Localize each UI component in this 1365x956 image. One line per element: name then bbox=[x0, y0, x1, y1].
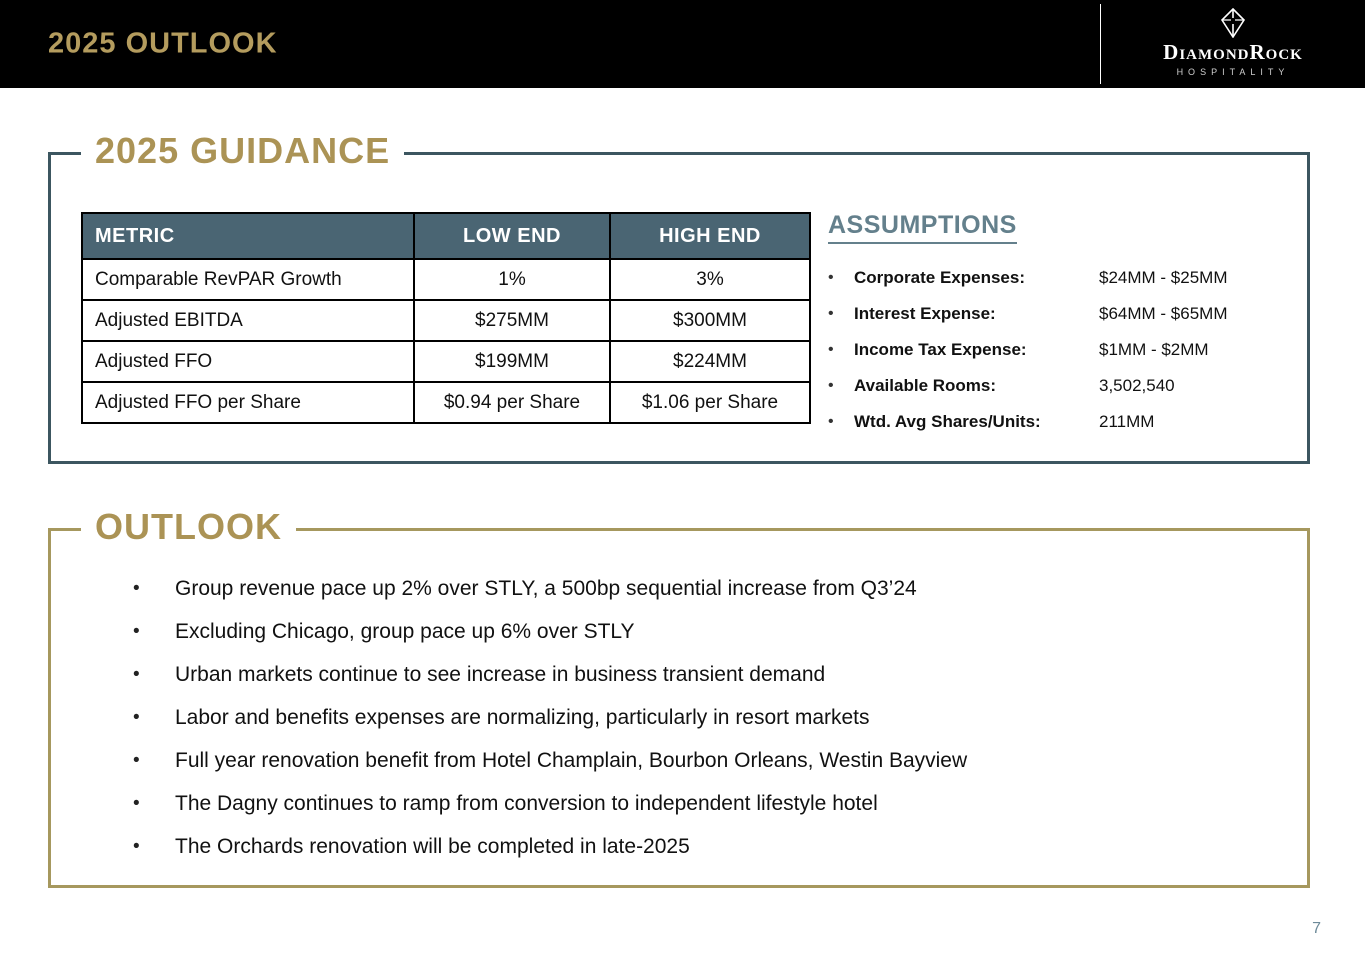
list-item: Urban markets continue to see increase i… bbox=[133, 653, 1283, 696]
assumption-label: Wtd. Avg Shares/Units: bbox=[854, 412, 1041, 431]
outlook-bullet-list: Group revenue pace up 2% over STLY, a 50… bbox=[133, 567, 1283, 868]
assumption-value: $1MM - $2MM bbox=[1099, 340, 1209, 359]
guidance-section: 2025 GUIDANCE METRIC LOW END HIGH END Co… bbox=[48, 128, 1310, 464]
high-end-cell: 3% bbox=[609, 258, 811, 301]
table-row: Comparable RevPAR Growth 1% 3% bbox=[81, 258, 811, 301]
assumption-label: Income Tax Expense: bbox=[854, 340, 1027, 359]
assumption-value: 211MM bbox=[1099, 412, 1155, 431]
list-item: Excluding Chicago, group pace up 6% over… bbox=[133, 610, 1283, 653]
assumptions-title: ASSUMPTIONS bbox=[828, 211, 1017, 244]
high-end-cell: $300MM bbox=[609, 299, 811, 342]
column-header-metric: METRIC bbox=[81, 212, 415, 260]
assumption-value: $24MM - $25MM bbox=[1099, 268, 1228, 287]
slide-title: 2025 OUTLOOK bbox=[48, 27, 278, 60]
assumption-value: $64MM - $65MM bbox=[1099, 304, 1228, 323]
outlook-section-title: OUTLOOK bbox=[81, 504, 296, 551]
low-end-cell: 1% bbox=[413, 258, 611, 301]
assumption-item: Corporate Expenses: $24MM - $25MM bbox=[828, 260, 1298, 296]
column-header-high-end: HIGH END bbox=[609, 212, 811, 260]
metric-cell: Adjusted FFO per Share bbox=[81, 381, 415, 424]
logo-name: DiamondRock bbox=[1163, 40, 1303, 64]
list-item: Group revenue pace up 2% over STLY, a 50… bbox=[133, 567, 1283, 610]
top-bar: 2025 OUTLOOK DiamondRock HOSPITALITY bbox=[0, 0, 1365, 88]
page-number: 7 bbox=[1312, 920, 1321, 937]
assumption-item: Available Rooms: 3,502,540 bbox=[828, 368, 1298, 404]
guidance-table: METRIC LOW END HIGH END Comparable RevPA… bbox=[81, 212, 811, 424]
low-end-cell: $199MM bbox=[413, 340, 611, 383]
high-end-cell: $224MM bbox=[609, 340, 811, 383]
diamond-outline-icon bbox=[1220, 8, 1246, 38]
metric-cell: Adjusted FFO bbox=[81, 340, 415, 383]
metric-cell: Comparable RevPAR Growth bbox=[81, 258, 415, 301]
column-header-low-end: LOW END bbox=[413, 212, 611, 260]
list-item: The Orchards renovation will be complete… bbox=[133, 825, 1283, 868]
assumption-label: Corporate Expenses: bbox=[854, 268, 1025, 287]
logo-divider bbox=[1100, 4, 1101, 84]
assumption-value: 3,502,540 bbox=[1099, 376, 1175, 395]
assumptions-panel: ASSUMPTIONS Corporate Expenses: $24MM - … bbox=[828, 211, 1298, 440]
assumption-label: Interest Expense: bbox=[854, 304, 996, 323]
guidance-section-title: 2025 GUIDANCE bbox=[81, 128, 405, 175]
company-logo: DiamondRock HOSPITALITY bbox=[1128, 8, 1338, 77]
assumption-item: Income Tax Expense: $1MM - $2MM bbox=[828, 332, 1298, 368]
low-end-cell: $0.94 per Share bbox=[413, 381, 611, 424]
list-item: The Dagny continues to ramp from convers… bbox=[133, 782, 1283, 825]
logo-subtitle: HOSPITALITY bbox=[1176, 67, 1290, 77]
assumption-item: Interest Expense: $64MM - $65MM bbox=[828, 296, 1298, 332]
list-item: Full year renovation benefit from Hotel … bbox=[133, 739, 1283, 782]
outlook-section: OUTLOOK Group revenue pace up 2% over ST… bbox=[48, 504, 1310, 888]
table-row: Adjusted FFO $199MM $224MM bbox=[81, 340, 811, 383]
metric-cell: Adjusted EBITDA bbox=[81, 299, 415, 342]
list-item: Labor and benefits expenses are normaliz… bbox=[133, 696, 1283, 739]
high-end-cell: $1.06 per Share bbox=[609, 381, 811, 424]
low-end-cell: $275MM bbox=[413, 299, 611, 342]
table-row: Adjusted EBITDA $275MM $300MM bbox=[81, 299, 811, 342]
table-row: Adjusted FFO per Share $0.94 per Share $… bbox=[81, 381, 811, 424]
guidance-table-header-row: METRIC LOW END HIGH END bbox=[81, 212, 811, 260]
assumption-item: Wtd. Avg Shares/Units: 211MM bbox=[828, 404, 1298, 440]
assumption-label: Available Rooms: bbox=[854, 376, 997, 395]
